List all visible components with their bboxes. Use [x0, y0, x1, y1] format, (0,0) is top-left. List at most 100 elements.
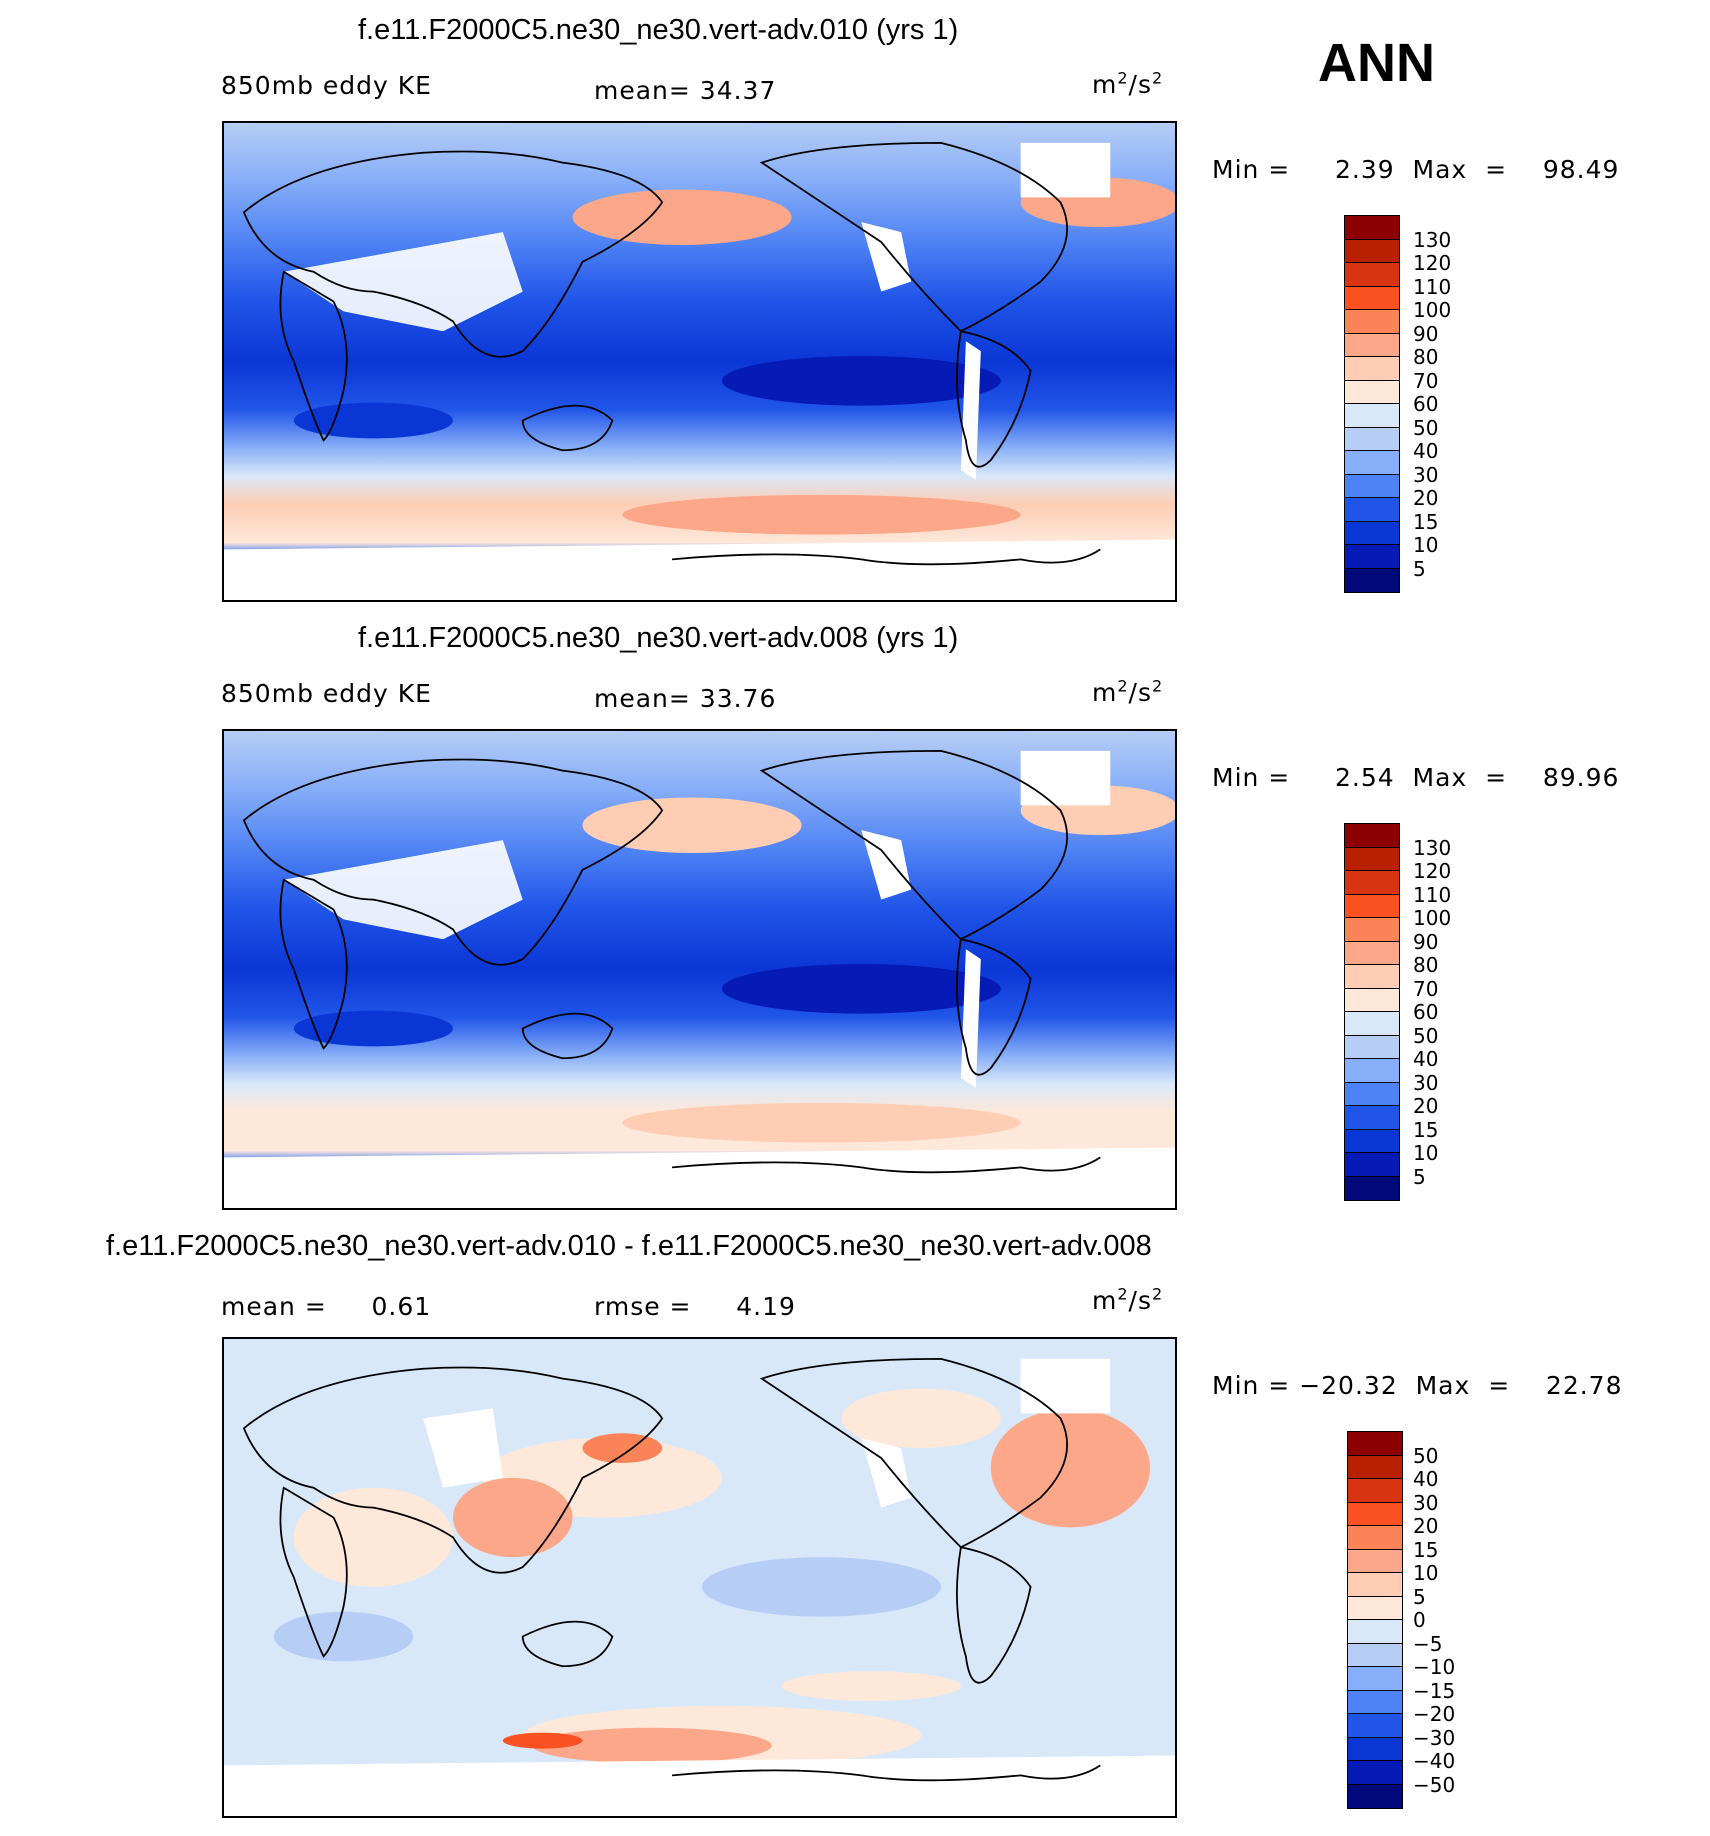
- colorbar-box: [1348, 1761, 1402, 1785]
- colorbar-box: [1348, 1690, 1402, 1714]
- panel-2-level-label: 110: [1413, 883, 1452, 907]
- panel-2-level-label: 60: [1413, 1000, 1439, 1024]
- panel-2-level-label: 40: [1413, 1047, 1439, 1071]
- panel-2-colorbar: [1344, 823, 1400, 1201]
- panel-2-level-label: 100: [1413, 906, 1452, 930]
- panel-1-min-max: Min = 2.39 Max = 98.49: [1212, 155, 1620, 184]
- panel-1-level-label: 5: [1413, 557, 1426, 581]
- colorbar-box: [1345, 521, 1399, 545]
- panel-2-level-label: 70: [1413, 977, 1439, 1001]
- colorbar-box: [1345, 1035, 1399, 1059]
- panel-3-level-label: −40: [1413, 1749, 1456, 1773]
- panel-1-level-label: 100: [1413, 298, 1452, 322]
- panel-3-rmse-label: rmse = 4.19: [594, 1292, 796, 1321]
- panel-1-level-label: 30: [1413, 463, 1439, 487]
- panel-2-level-label: 30: [1413, 1071, 1439, 1095]
- panel-3-level-label: 5: [1413, 1585, 1426, 1609]
- panel-1-level-label: 90: [1413, 322, 1439, 346]
- panel-3-units: m2/s2: [1092, 1284, 1164, 1315]
- colorbar-box: [1348, 1502, 1402, 1526]
- panel-2-min-max: Min = 2.54 Max = 89.96: [1212, 763, 1620, 792]
- colorbar-box: [1345, 847, 1399, 871]
- panel-2-level-label: 5: [1413, 1165, 1426, 1189]
- panel-1-level-label: 80: [1413, 345, 1439, 369]
- colorbar-box: [1345, 239, 1399, 263]
- panel-3-level-label: 0: [1413, 1608, 1426, 1632]
- panel-3-mean-label: mean = 0.61: [221, 1292, 432, 1321]
- panel-3-level-label: −15: [1413, 1679, 1456, 1703]
- colorbar-box: [1345, 474, 1399, 498]
- panel-1-title: f.e11.F2000C5.ne30_ne30.vert-adv.010 (yr…: [358, 14, 959, 46]
- colorbar-box: [1345, 380, 1399, 404]
- panel-2-map: [222, 729, 1177, 1210]
- colorbar-box: [1345, 568, 1399, 592]
- panel-2-variable-label: 850mb eddy KE: [221, 679, 432, 708]
- panel-1-colorbar: [1344, 215, 1400, 593]
- panel-1-level-label: 110: [1413, 275, 1452, 299]
- colorbar-box: [1345, 545, 1399, 569]
- colorbar-box: [1345, 965, 1399, 989]
- panel-1-map: [222, 121, 1177, 602]
- colorbar-box: [1345, 333, 1399, 357]
- colorbar-box: [1345, 918, 1399, 942]
- panel-1-level-label: 10: [1413, 533, 1439, 557]
- colorbar-box: [1348, 1432, 1402, 1456]
- colorbar-box: [1345, 988, 1399, 1012]
- colorbar-box: [1345, 451, 1399, 475]
- colorbar-box: [1348, 1620, 1402, 1644]
- panel-2-level-label: 80: [1413, 953, 1439, 977]
- panel-1-level-label: 70: [1413, 369, 1439, 393]
- panel-1-level-label: 40: [1413, 439, 1439, 463]
- colorbar-box: [1345, 216, 1399, 240]
- colorbar-box: [1348, 1596, 1402, 1620]
- colorbar-box: [1345, 1106, 1399, 1130]
- panel-2-field: [224, 731, 1175, 1208]
- panel-1-units: m2/s2: [1092, 68, 1164, 99]
- panel-2-level-label: 90: [1413, 930, 1439, 954]
- panel-3-level-label: 10: [1413, 1561, 1439, 1585]
- panel-2-title: f.e11.F2000C5.ne30_ne30.vert-adv.008 (yr…: [358, 622, 959, 654]
- colorbar-box: [1345, 427, 1399, 451]
- panel-3-level-label: −50: [1413, 1773, 1456, 1797]
- colorbar-box: [1345, 824, 1399, 848]
- colorbar-box: [1345, 310, 1399, 334]
- colorbar-box: [1345, 1012, 1399, 1036]
- colorbar-box: [1348, 1737, 1402, 1761]
- colorbar-box: [1345, 1176, 1399, 1200]
- panel-2-level-label: 50: [1413, 1024, 1439, 1048]
- colorbar-box: [1348, 1479, 1402, 1503]
- colorbar-box: [1348, 1549, 1402, 1573]
- panel-3-colorbar: [1347, 1431, 1403, 1809]
- panel-2-units: m2/s2: [1092, 676, 1164, 707]
- panel-1-mean-label: mean= 34.37: [594, 76, 777, 105]
- panel-3-level-label: −30: [1413, 1726, 1456, 1750]
- colorbar-box: [1348, 1455, 1402, 1479]
- colorbar-box: [1345, 498, 1399, 522]
- panel-1-level-label: 20: [1413, 486, 1439, 510]
- panel-1-variable-label: 850mb eddy KE: [221, 71, 432, 100]
- panel-1-level-label: 130: [1413, 228, 1452, 252]
- colorbar-box: [1345, 404, 1399, 428]
- colorbar-box: [1345, 263, 1399, 287]
- panel-2-level-label: 130: [1413, 836, 1452, 860]
- colorbar-box: [1348, 1573, 1402, 1597]
- panel-2-level-label: 20: [1413, 1094, 1439, 1118]
- panel-2-mean-label: mean= 33.76: [594, 684, 777, 713]
- panel-3-level-label: 30: [1413, 1491, 1439, 1515]
- panel-3-level-label: −20: [1413, 1702, 1456, 1726]
- colorbar-box: [1348, 1784, 1402, 1808]
- panel-2-level-label: 15: [1413, 1118, 1439, 1142]
- colorbar-box: [1345, 1153, 1399, 1177]
- panel-1-field: [224, 123, 1175, 600]
- colorbar-box: [1345, 1059, 1399, 1083]
- panel-3-level-label: 50: [1413, 1444, 1439, 1468]
- colorbar-box: [1345, 357, 1399, 381]
- panel-3-level-label: 15: [1413, 1538, 1439, 1562]
- colorbar-box: [1348, 1643, 1402, 1667]
- panel-3-title: f.e11.F2000C5.ne30_ne30.vert-adv.010 - f…: [106, 1230, 1152, 1262]
- panel-3-min-max: Min = −20.32 Max = 22.78: [1212, 1371, 1623, 1400]
- colorbar-box: [1345, 1082, 1399, 1106]
- panel-3-map: [222, 1337, 1177, 1818]
- panel-3-level-label: −10: [1413, 1655, 1456, 1679]
- panel-3-level-label: −5: [1413, 1632, 1443, 1656]
